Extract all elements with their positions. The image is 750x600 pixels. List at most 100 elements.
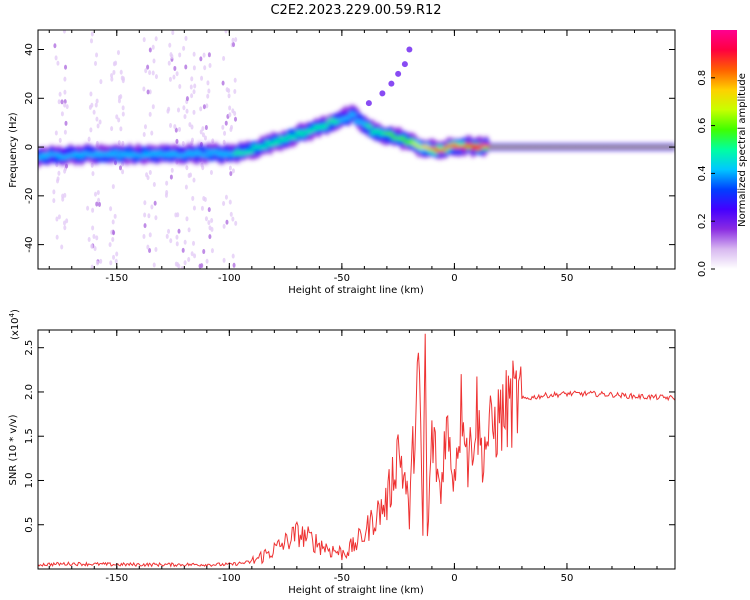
noise-speckle-dot [203,196,207,202]
ridge-band-cell [323,122,331,127]
noise-speckle-dot [151,104,155,110]
x-tick-label: 0 [451,273,457,284]
noise-speckle-dot [63,225,67,231]
noise-speckle-dot [119,69,123,75]
noise-speckle-dot [177,263,181,269]
noise-speckle-dot [175,71,179,77]
noise-speckle-dot [148,70,152,76]
noise-speckle-dot [61,196,65,202]
noise-speckle-dot [96,260,100,266]
noise-speckle-dot [200,162,204,168]
noise-speckle-dot [87,136,91,142]
noise-speckle-dot [222,223,226,229]
noise-speckle-dot [202,104,206,110]
noise-speckle-dot [90,162,94,168]
noise-speckle-dot [233,116,237,122]
noise-speckle-dot [232,42,236,48]
ridge-band-cell [407,138,415,142]
noise-speckle-dot [183,260,187,266]
noise-speckle-dot [108,242,112,248]
x-tick-label: 50 [561,573,574,584]
noise-speckle-dot [64,120,68,126]
noise-speckle-dot [145,172,149,178]
noise-speckle-dot [228,112,232,118]
noise-speckle-dot [148,89,152,95]
noise-speckle-dot [119,126,123,132]
noise-speckle-dot [92,234,96,240]
ridge-band-cell [482,143,490,147]
noise-speckle-dot [144,68,148,74]
ridge-band [38,104,675,168]
ridge-band-cell [439,149,447,153]
ridge-band-cell [77,154,85,158]
noise-speckle-dot [55,234,59,240]
colorbar-label: Normalized spectral amplitude [737,73,748,227]
noise-speckle-dot [150,204,154,210]
noise-speckle-dot [112,69,116,75]
noise-speckle-dot [119,165,123,171]
y-tick-label: 20 [24,92,35,105]
ridge-band-cell [401,139,409,143]
noise-speckle-dot [231,37,235,43]
noise-speckle-dot [154,36,158,42]
snr-series-line [38,333,675,568]
noise-speckle-dot [190,93,194,99]
noise-speckle-dot [121,78,125,84]
noise-speckle-dot [225,219,229,225]
noise-speckle-dot [206,93,210,99]
snr-frame [37,329,676,570]
noise-speckle-dot [115,114,119,120]
ridge-band-cell [234,149,242,153]
echo-point [395,70,402,77]
noise-speckle-dot [174,261,178,267]
noise-speckle-dot [95,52,99,58]
noise-speckle-dot [60,111,64,117]
ridge-band-cell [166,153,174,158]
ridge-band-cell [350,113,358,117]
noise-speckle-dot [185,165,189,171]
echo-point [379,90,386,97]
noise-speckle-dot [164,192,168,198]
noise-speckle-dot [168,76,172,82]
ridge-band-cell [399,135,407,140]
noise-speckle-dot [111,184,115,190]
x-tick-label: 50 [561,273,574,284]
noise-speckle-dot [95,116,99,122]
noise-speckle-dot [192,177,196,183]
noise-speckle-dot [90,38,94,44]
noise-speckle-dot [91,225,95,231]
noise-speckle-dot [185,216,189,222]
noise-speckle-dot [146,89,150,95]
noise-speckle-dot [192,65,196,71]
ridge-band-cell [193,149,201,154]
colorbar-tick-label: 0.2 [697,213,708,229]
ridge-band-cell [310,128,318,132]
noise-speckle-dot [97,197,101,203]
noise-speckle-dot [188,122,192,128]
noise-speckle-dot [142,86,146,92]
noise-speckle-dot [171,30,175,36]
ridge-band-cell [204,149,212,153]
noise-speckle-dot [121,169,125,175]
ridge-band-cell [472,144,480,148]
noise-speckle-dot [227,93,231,99]
noise-speckle-dot [56,60,60,66]
noise-speckle-dot [182,45,186,51]
x-tick-label: -50 [334,573,350,584]
noise-speckle-dot [201,126,205,132]
noise-speckle-dot [182,105,186,111]
noise-speckle-dot [53,43,57,49]
noise-speckle-dot [57,99,61,105]
ridge-band-cell [469,147,477,151]
colorbar-tick-label: 0.8 [697,70,708,86]
ridge-band-cell [282,137,290,142]
noise-speckle-dot [95,98,99,104]
noise-speckle-dot [205,103,209,109]
noise-speckle-dot [154,246,158,252]
noise-speckle-dot [177,228,181,234]
noise-speckle-dot [143,124,147,130]
noise-speckle-dot [228,165,232,171]
noise-speckle-dot [233,89,237,95]
noise-speckle-dot [52,198,56,204]
